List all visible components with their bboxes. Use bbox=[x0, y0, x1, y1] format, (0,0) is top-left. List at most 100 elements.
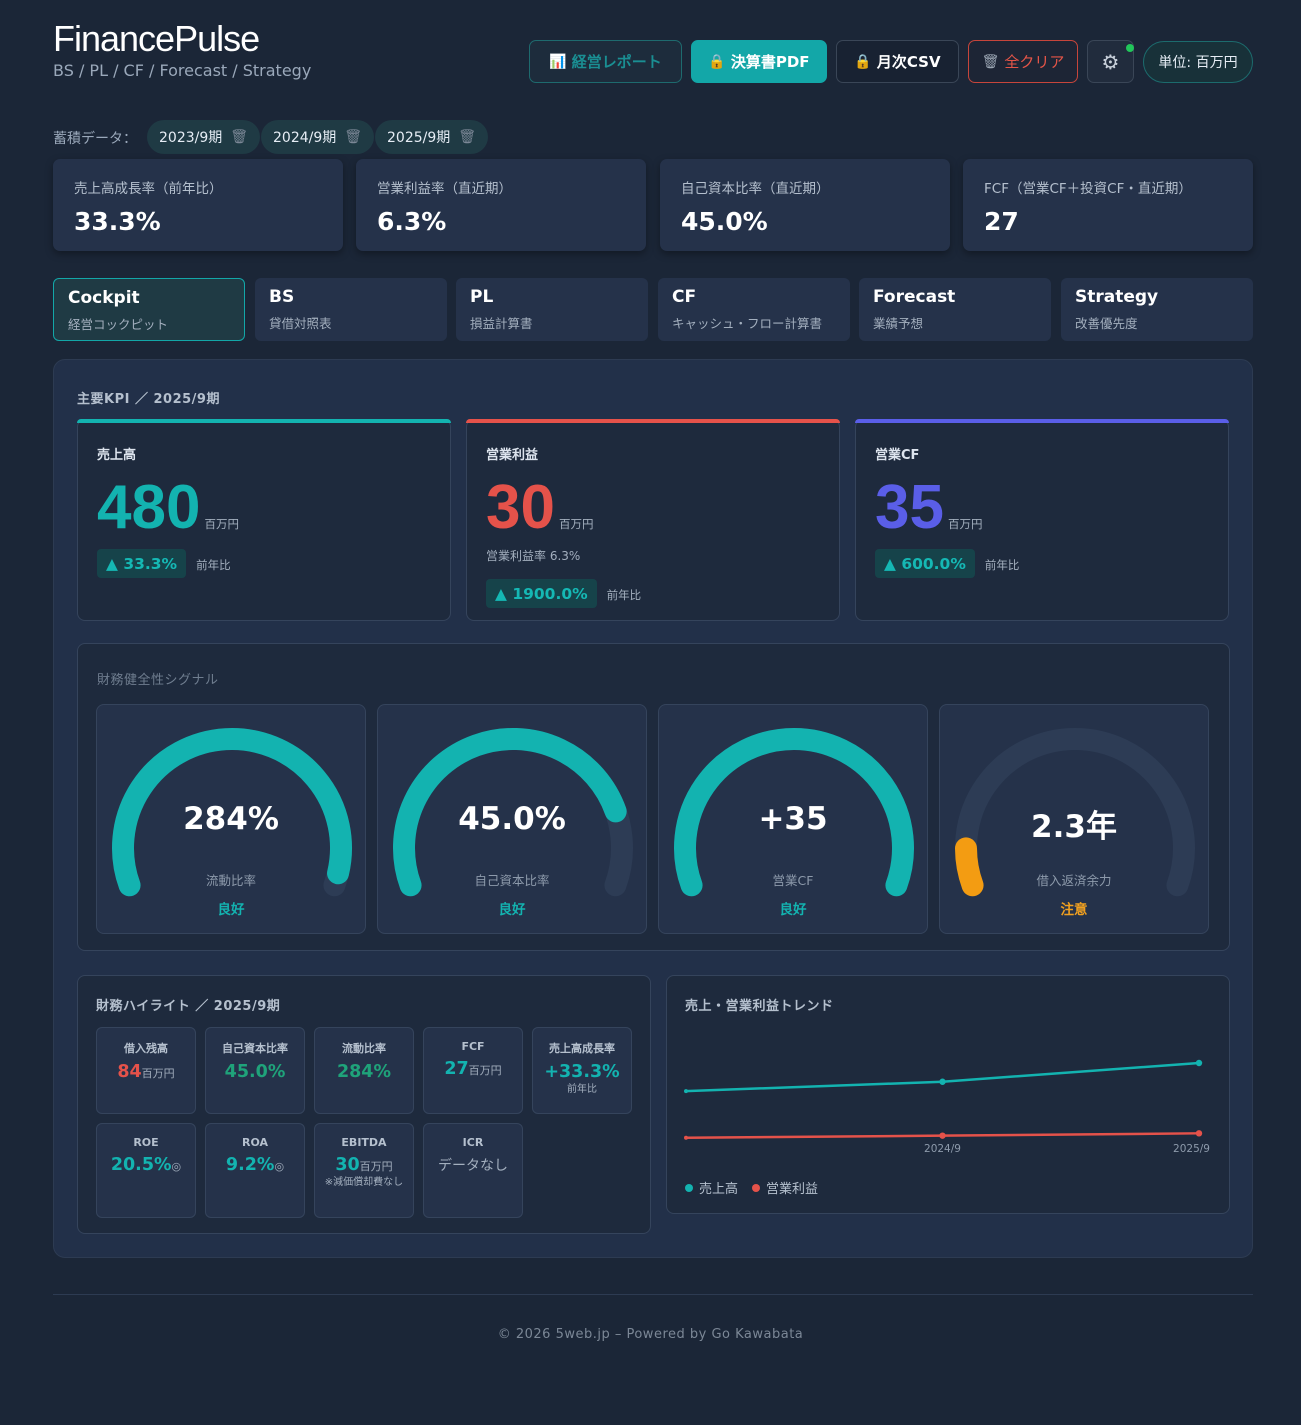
lock-icon: 🔒 bbox=[708, 53, 726, 70]
clear-all-button[interactable]: 🗑 全クリア bbox=[968, 40, 1078, 83]
app-subtitle: BS / PL / CF / Forecast / Strategy bbox=[53, 61, 312, 80]
trash-icon[interactable]: 🗑 bbox=[344, 129, 363, 145]
footer-text: © 2026 5web.jp – Powered by Go Kawabata bbox=[497, 1327, 804, 1342]
tab-cf[interactable]: CF キャッシュ・フロー計算書 bbox=[658, 278, 850, 341]
gauge-arc bbox=[393, 728, 633, 897]
card-title: 営業CF bbox=[875, 448, 920, 463]
unit-selector[interactable]: 単位: 百万円 bbox=[1143, 41, 1253, 83]
legend-label: 営業利益 bbox=[766, 1182, 819, 1197]
gauge-label: 自己資本比率 bbox=[474, 873, 550, 888]
csv-button[interactable]: 🔒 月次CSV bbox=[836, 40, 959, 83]
highlight-note: 前年比 bbox=[567, 1084, 597, 1095]
stored-data-label: 蓄積データ： bbox=[53, 131, 137, 147]
highlight-unit: 百万円 bbox=[359, 1160, 393, 1173]
card-accent-bar bbox=[855, 419, 1229, 423]
card-accent-bar bbox=[77, 419, 451, 423]
highlight-value: 20.5% bbox=[110, 1155, 172, 1175]
badge-note: 前年比 bbox=[606, 587, 642, 602]
tab-subtitle: 改善優先度 bbox=[1075, 316, 1138, 331]
card-unit: 百万円 bbox=[947, 517, 983, 531]
growth-badge: ▲ 1900.0% bbox=[486, 579, 597, 608]
operating-profit-card: 営業利益 30 百万円 営業利益率 6.3% ▲ 1900.0% 前年比 bbox=[466, 419, 840, 621]
bar-chart-icon: 📊 bbox=[549, 53, 567, 70]
data-point bbox=[684, 1135, 688, 1140]
highlight-value-row: 20.5%◎ bbox=[97, 1155, 195, 1175]
highlight-label: 流動比率 bbox=[342, 1042, 386, 1055]
tab-title: CF bbox=[672, 287, 697, 307]
highlight-value: 27 bbox=[444, 1059, 469, 1079]
highlight-value: 9.2% bbox=[225, 1155, 275, 1175]
highlight-value: 84 bbox=[117, 1062, 142, 1082]
card-title: 営業利益 bbox=[486, 448, 539, 463]
trend-chart: 2024/9 2025/9 bbox=[684, 1059, 1210, 1155]
highlight-label: ICR bbox=[462, 1136, 484, 1149]
gauge-value: 2.3年 bbox=[1031, 809, 1117, 845]
highlight-card: EBITDA 30百万円 ※減価償却費なし bbox=[314, 1123, 414, 1218]
highlight-unit: ◎ bbox=[171, 1160, 182, 1173]
highlight-value-row: 27百万円 bbox=[424, 1059, 522, 1079]
badge-note: 前年比 bbox=[984, 557, 1020, 572]
legend-label: 売上高 bbox=[699, 1182, 739, 1197]
trash-icon[interactable]: 🗑 bbox=[230, 129, 249, 145]
period-chip[interactable]: 2024/9期 🗑 bbox=[261, 120, 375, 154]
tab-title: BS bbox=[269, 287, 295, 307]
kpi-label: 自己資本比率（直近期） bbox=[681, 181, 830, 197]
gauge-status: 良好 bbox=[498, 902, 526, 918]
highlight-label: FCF bbox=[461, 1040, 485, 1053]
x-tick-label: 2024/9 bbox=[924, 1143, 961, 1155]
tab-cockpit[interactable]: Cockpit 経営コックピット bbox=[53, 278, 245, 341]
tab-subtitle: 業績予想 bbox=[873, 316, 924, 331]
highlight-label: 借入残高 bbox=[124, 1042, 168, 1055]
trash-icon[interactable]: 🗑 bbox=[458, 129, 477, 145]
gauge-label: 流動比率 bbox=[205, 873, 256, 888]
tab-forecast[interactable]: Forecast 業績予想 bbox=[859, 278, 1051, 341]
status-dot bbox=[1126, 44, 1134, 52]
highlight-label: 自己資本比率 bbox=[222, 1042, 288, 1055]
trend-title: 売上・営業利益トレンド bbox=[685, 999, 834, 1014]
highlight-value-row: 9.2%◎ bbox=[206, 1155, 304, 1175]
highlight-value-row: 284% bbox=[315, 1062, 413, 1082]
tab-subtitle: キャッシュ・フロー計算書 bbox=[672, 316, 823, 331]
gauge-status: 良好 bbox=[217, 902, 245, 918]
data-point bbox=[1195, 1059, 1203, 1067]
kpi-card: 自己資本比率（直近期） 45.0% bbox=[660, 159, 950, 251]
highlight-value-row: 45.0% bbox=[206, 1062, 304, 1082]
gauge-arc bbox=[674, 728, 914, 897]
highlight-card: FCF 27百万円 bbox=[423, 1027, 523, 1114]
gauge-value: +35 bbox=[758, 801, 828, 837]
data-point bbox=[684, 1089, 688, 1094]
highlight-value-row: データなし bbox=[424, 1155, 522, 1175]
card-unit: 百万円 bbox=[558, 517, 594, 531]
highlight-value: データなし bbox=[438, 1158, 508, 1174]
card-value: 30 bbox=[486, 473, 555, 542]
gauge-value: 45.0% bbox=[458, 801, 566, 837]
kpi-value: 45.0% bbox=[681, 207, 768, 236]
card-unit: 百万円 bbox=[204, 517, 239, 531]
operating-cf-card: 営業CF 35 百万円 ▲ 600.0% 前年比 bbox=[855, 419, 1229, 621]
gauge-fill bbox=[112, 728, 352, 897]
kpi-card: 営業利益率（直近期） 6.3% bbox=[356, 159, 646, 251]
highlight-card: ROA 9.2%◎ bbox=[205, 1123, 305, 1218]
report-button[interactable]: 📊 経営レポート bbox=[529, 40, 682, 83]
highlight-value-row: 30百万円 bbox=[315, 1155, 413, 1175]
period-chip[interactable]: 2025/9期 🗑 bbox=[375, 120, 489, 154]
gauge-current-ratio: 284% 流動比率 良好 bbox=[96, 704, 366, 934]
period-chip[interactable]: 2023/9期 🗑 bbox=[147, 120, 261, 154]
highlight-unit: 百万円 bbox=[141, 1067, 175, 1080]
gauge-fill bbox=[393, 728, 627, 897]
x-tick-label: 2025/9 bbox=[1173, 1143, 1210, 1155]
highlight-card: 自己資本比率 45.0% bbox=[205, 1027, 305, 1114]
sales-card: 売上高 480 百万円 ▲ 33.3% 前年比 bbox=[77, 419, 451, 621]
highlight-label: ROA bbox=[241, 1136, 269, 1149]
badge-note: 前年比 bbox=[196, 557, 231, 572]
tab-bs[interactable]: BS 貸借対照表 bbox=[255, 278, 447, 341]
legend-swatch-profit bbox=[752, 1183, 761, 1192]
highlight-value: 30 bbox=[335, 1155, 360, 1175]
highlight-value: 45.0% bbox=[224, 1062, 286, 1082]
tab-pl[interactable]: PL 損益計算書 bbox=[456, 278, 648, 341]
tab-strategy[interactable]: Strategy 改善優先度 bbox=[1061, 278, 1253, 341]
pdf-button[interactable]: 🔒 決算書PDF bbox=[691, 40, 827, 83]
highlight-value-row: 84百万円 bbox=[97, 1062, 195, 1082]
highlight-note: ※減価償却費なし bbox=[324, 1177, 404, 1188]
tab-subtitle: 貸借対照表 bbox=[269, 316, 332, 331]
